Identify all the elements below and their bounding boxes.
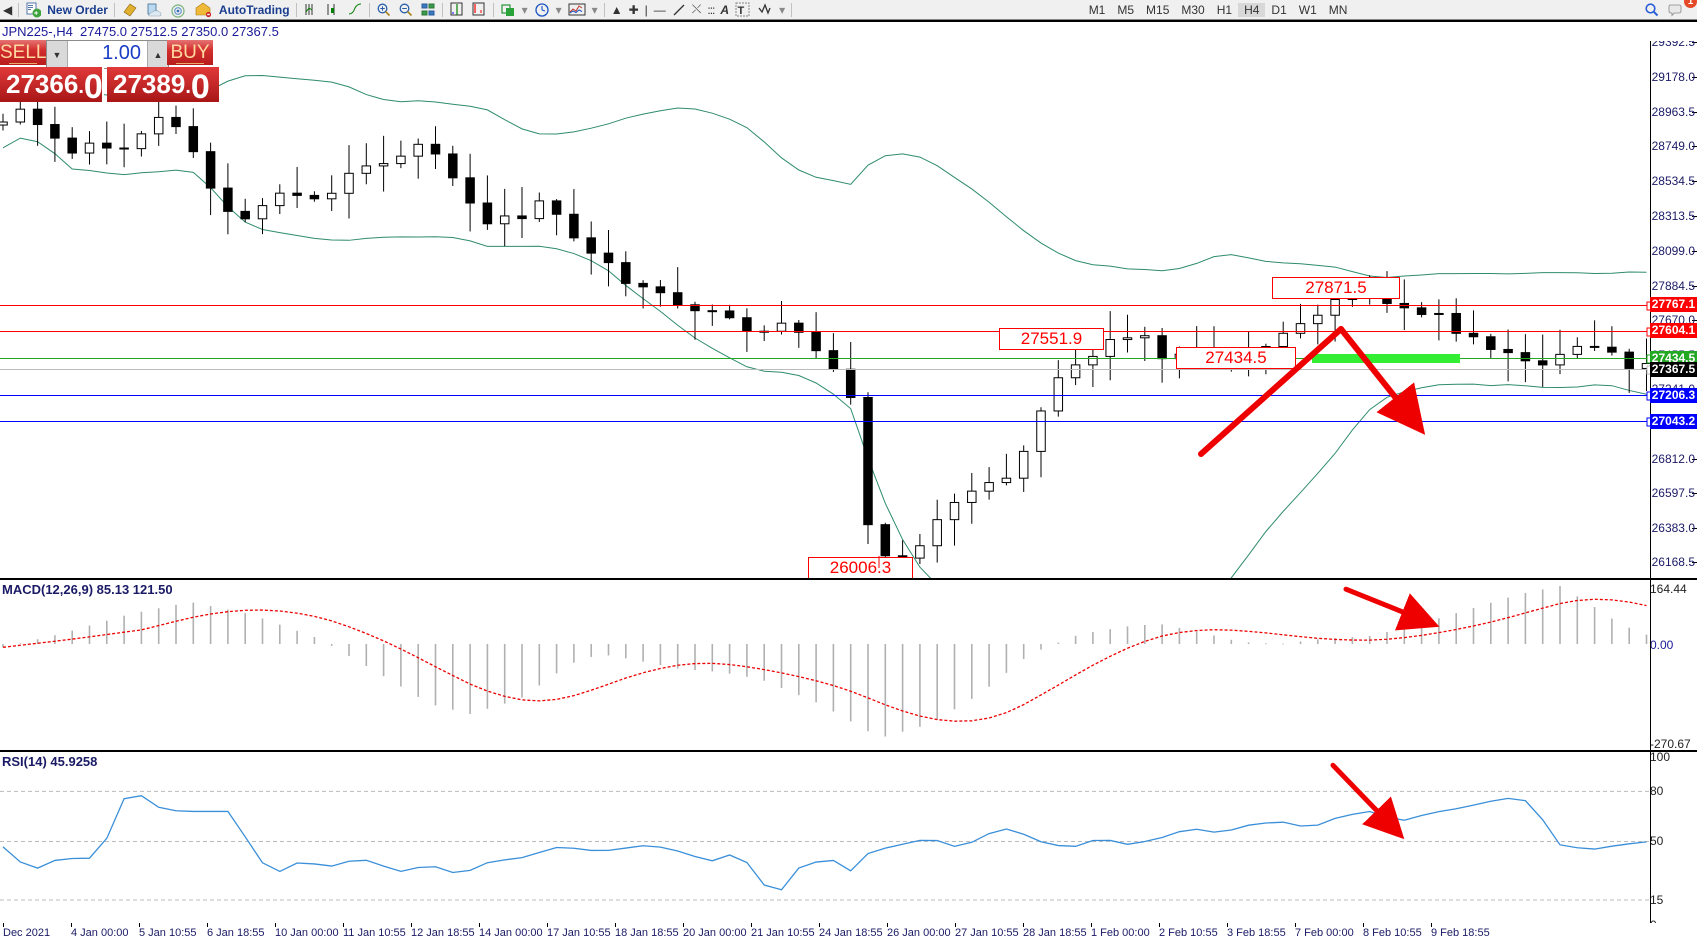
svg-text:T: T [738, 5, 745, 17]
